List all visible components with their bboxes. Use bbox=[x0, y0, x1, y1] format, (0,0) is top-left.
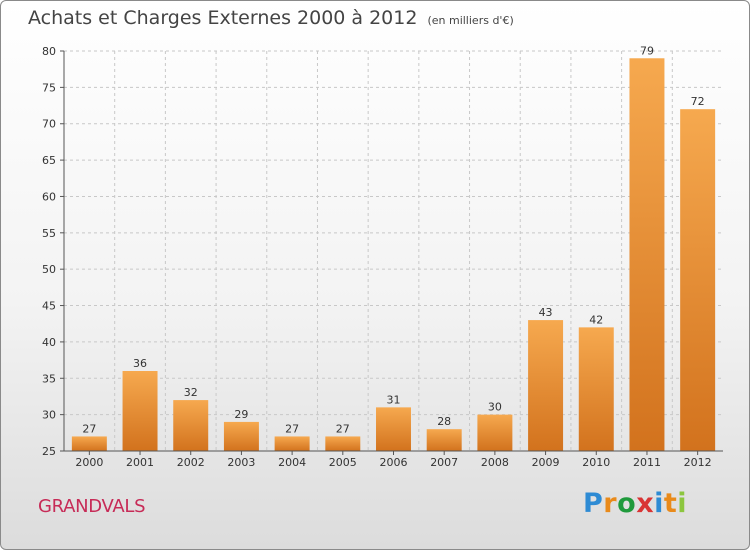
x-tick-label: 2011 bbox=[633, 456, 661, 469]
y-tick-label: 70 bbox=[42, 118, 56, 131]
x-tick-label: 2007 bbox=[430, 456, 458, 469]
logo-letter: o bbox=[617, 488, 637, 519]
x-tick-label: 2005 bbox=[329, 456, 357, 469]
logo-letter: x bbox=[636, 488, 655, 519]
bar-value-label: 29 bbox=[234, 408, 248, 421]
y-tick-label: 25 bbox=[42, 445, 56, 458]
y-tick-label: 50 bbox=[42, 263, 56, 276]
proxiti-logo[interactable]: Proxiti bbox=[583, 488, 687, 519]
bar bbox=[173, 400, 209, 451]
y-tick-label: 60 bbox=[42, 190, 56, 203]
bar-value-label: 43 bbox=[539, 306, 553, 319]
logo-letter: P bbox=[583, 488, 604, 519]
bar-layer: 27 36 32 29 27 27 31 28 30 43 42 79 72 bbox=[71, 44, 716, 451]
chart-subtitle: (en milliers d'€) bbox=[427, 14, 514, 27]
axis-layer: 25 30 35 40 45 50 55 60 65 70 75 80 2000 2001 2002 2003… bbox=[42, 45, 723, 469]
x-tick-label: 2010 bbox=[582, 456, 610, 469]
bar-value-label: 28 bbox=[437, 415, 451, 428]
chart-title-text: Achats et Charges Externes 2000 à 2012 bbox=[28, 7, 418, 29]
grid-layer bbox=[64, 50, 723, 452]
chart-title: Achats et Charges Externes 2000 à 2012 (e… bbox=[28, 7, 514, 29]
x-tick-label: 2008 bbox=[481, 456, 509, 469]
bar bbox=[376, 407, 411, 451]
bar-value-label: 42 bbox=[589, 313, 603, 326]
x-tick-label: 2004 bbox=[278, 456, 306, 469]
logo-letter: r bbox=[603, 488, 618, 519]
bar-value-label: 27 bbox=[285, 422, 299, 435]
x-tick-label: 2001 bbox=[126, 456, 154, 469]
bar bbox=[426, 429, 462, 451]
x-tick-label: 2003 bbox=[227, 456, 255, 469]
y-tick-label: 35 bbox=[42, 372, 56, 385]
x-tick-label: 2002 bbox=[177, 456, 205, 469]
bar bbox=[71, 436, 107, 451]
bar bbox=[528, 320, 564, 451]
bar bbox=[122, 371, 158, 451]
bar bbox=[477, 414, 513, 451]
bar-value-label: 72 bbox=[691, 95, 705, 108]
logo-letter: i bbox=[677, 488, 688, 519]
bar-value-label: 32 bbox=[184, 386, 198, 399]
bar-value-label: 36 bbox=[133, 357, 147, 370]
y-tick-label: 80 bbox=[42, 45, 56, 58]
y-tick-label: 30 bbox=[42, 409, 56, 422]
y-tick-label: 65 bbox=[42, 154, 56, 167]
bar bbox=[223, 421, 259, 451]
bar-value-label: 27 bbox=[336, 422, 350, 435]
x-tick-label: 2009 bbox=[532, 456, 560, 469]
bar bbox=[578, 327, 614, 451]
y-tick-label: 55 bbox=[42, 227, 56, 240]
bar bbox=[680, 109, 716, 451]
y-tick-label: 40 bbox=[42, 336, 56, 349]
x-tick-label: 2000 bbox=[75, 456, 103, 469]
y-tick-label: 75 bbox=[42, 81, 56, 94]
bar-value-label: 79 bbox=[640, 44, 654, 57]
y-tick-label: 45 bbox=[42, 300, 56, 313]
bar bbox=[274, 436, 310, 451]
place-name: GRANDVALS bbox=[38, 496, 146, 517]
bar bbox=[325, 436, 361, 451]
x-tick-label: 2012 bbox=[684, 456, 712, 469]
bar-value-label: 27 bbox=[82, 422, 96, 435]
bar-value-label: 31 bbox=[387, 393, 401, 406]
bar-value-label: 30 bbox=[488, 401, 502, 414]
x-tick-label: 2006 bbox=[380, 456, 408, 469]
logo-letter: i bbox=[654, 488, 664, 519]
bar bbox=[629, 58, 665, 451]
logo-letter: t bbox=[663, 488, 678, 519]
